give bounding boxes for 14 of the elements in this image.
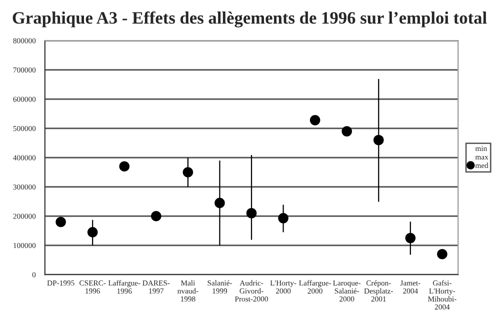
point <box>278 213 288 224</box>
point <box>246 208 257 218</box>
point <box>87 227 98 238</box>
point <box>56 216 66 228</box>
chart-title: Graphique A3 - Effets des allègements de 1996 sur l’emploi total <box>12 11 487 28</box>
point <box>151 210 162 222</box>
point <box>214 198 225 208</box>
point <box>119 161 130 172</box>
point <box>182 167 194 178</box>
point <box>310 115 320 126</box>
point <box>373 134 384 146</box>
point <box>405 232 416 244</box>
point <box>437 249 448 260</box>
point <box>342 126 352 136</box>
